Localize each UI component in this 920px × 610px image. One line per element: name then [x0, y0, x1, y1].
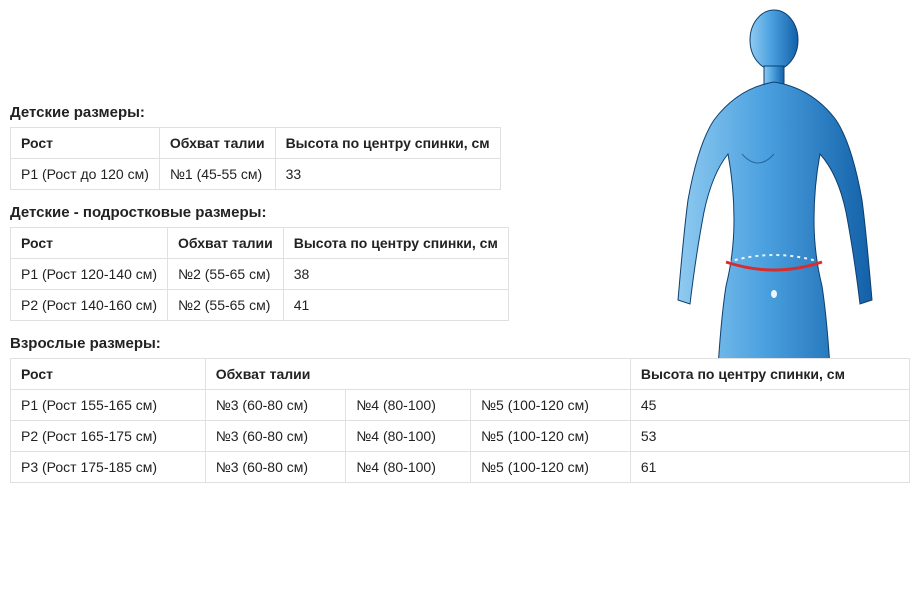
table-cell: №4 (80-100): [346, 452, 471, 483]
column-header: Высота по центру спинки, см: [275, 128, 500, 159]
table-row: Р3 (Рост 175-185 см)№3 (60-80 см)№4 (80-…: [11, 452, 910, 483]
size-table: РостОбхват талииВысота по центру спинки,…: [10, 227, 509, 321]
table-cell: Р2 (Рост 140-160 см): [11, 290, 168, 321]
column-header: Высота по центру спинки, см: [283, 228, 508, 259]
column-header: Высота по центру спинки, см: [630, 359, 909, 390]
table-row: Р2 (Рост 140-160 см)№2 (55-65 см)41: [11, 290, 509, 321]
section-title: Детские размеры:: [10, 104, 910, 121]
table-cell: Р3 (Рост 175-185 см): [11, 452, 206, 483]
table-cell: №3 (60-80 см): [205, 390, 346, 421]
column-header: Рост: [11, 228, 168, 259]
table-cell: 41: [283, 290, 508, 321]
table-row: Р1 (Рост до 120 см)№1 (45-55 см)33: [11, 159, 501, 190]
table-row: Р1 (Рост 120-140 см)№2 (55-65 см)38: [11, 259, 509, 290]
table-cell: №3 (60-80 см): [205, 421, 346, 452]
table-cell: №5 (100-120 см): [471, 390, 631, 421]
table-cell: 33: [275, 159, 500, 190]
table-cell: Р1 (Рост 155-165 см): [11, 390, 206, 421]
table-cell: №3 (60-80 см): [205, 452, 346, 483]
table-cell: №5 (100-120 см): [471, 421, 631, 452]
table-cell: Р1 (Рост до 120 см): [11, 159, 160, 190]
section-title: Взрослые размеры:: [10, 335, 910, 352]
table-cell: 61: [630, 452, 909, 483]
table-cell: Р2 (Рост 165-175 см): [11, 421, 206, 452]
table-row: Р1 (Рост 155-165 см)№3 (60-80 см)№4 (80-…: [11, 390, 910, 421]
column-header: Обхват талии: [159, 128, 275, 159]
table-cell: 38: [283, 259, 508, 290]
table-cell: №4 (80-100): [346, 390, 471, 421]
table-cell: №2 (55-65 см): [168, 259, 284, 290]
tables-area: Детские размеры:РостОбхват талииВысота п…: [10, 10, 910, 483]
column-header: Рост: [11, 128, 160, 159]
size-table: РостОбхват талииВысота по центру спинки,…: [10, 127, 501, 190]
table-cell: Р1 (Рост 120-140 см): [11, 259, 168, 290]
table-cell: №2 (55-65 см): [168, 290, 284, 321]
table-cell: №1 (45-55 см): [159, 159, 275, 190]
table-cell: №4 (80-100): [346, 421, 471, 452]
table-cell: 53: [630, 421, 909, 452]
column-header: Рост: [11, 359, 206, 390]
table-cell: №5 (100-120 см): [471, 452, 631, 483]
column-header: Обхват талии: [168, 228, 284, 259]
size-table: РостОбхват талииВысота по центру спинки,…: [10, 358, 910, 483]
table-row: Р2 (Рост 165-175 см)№3 (60-80 см)№4 (80-…: [11, 421, 910, 452]
section-title: Детские - подростковые размеры:: [10, 204, 910, 221]
column-header: Обхват талии: [205, 359, 630, 390]
table-cell: 45: [630, 390, 909, 421]
